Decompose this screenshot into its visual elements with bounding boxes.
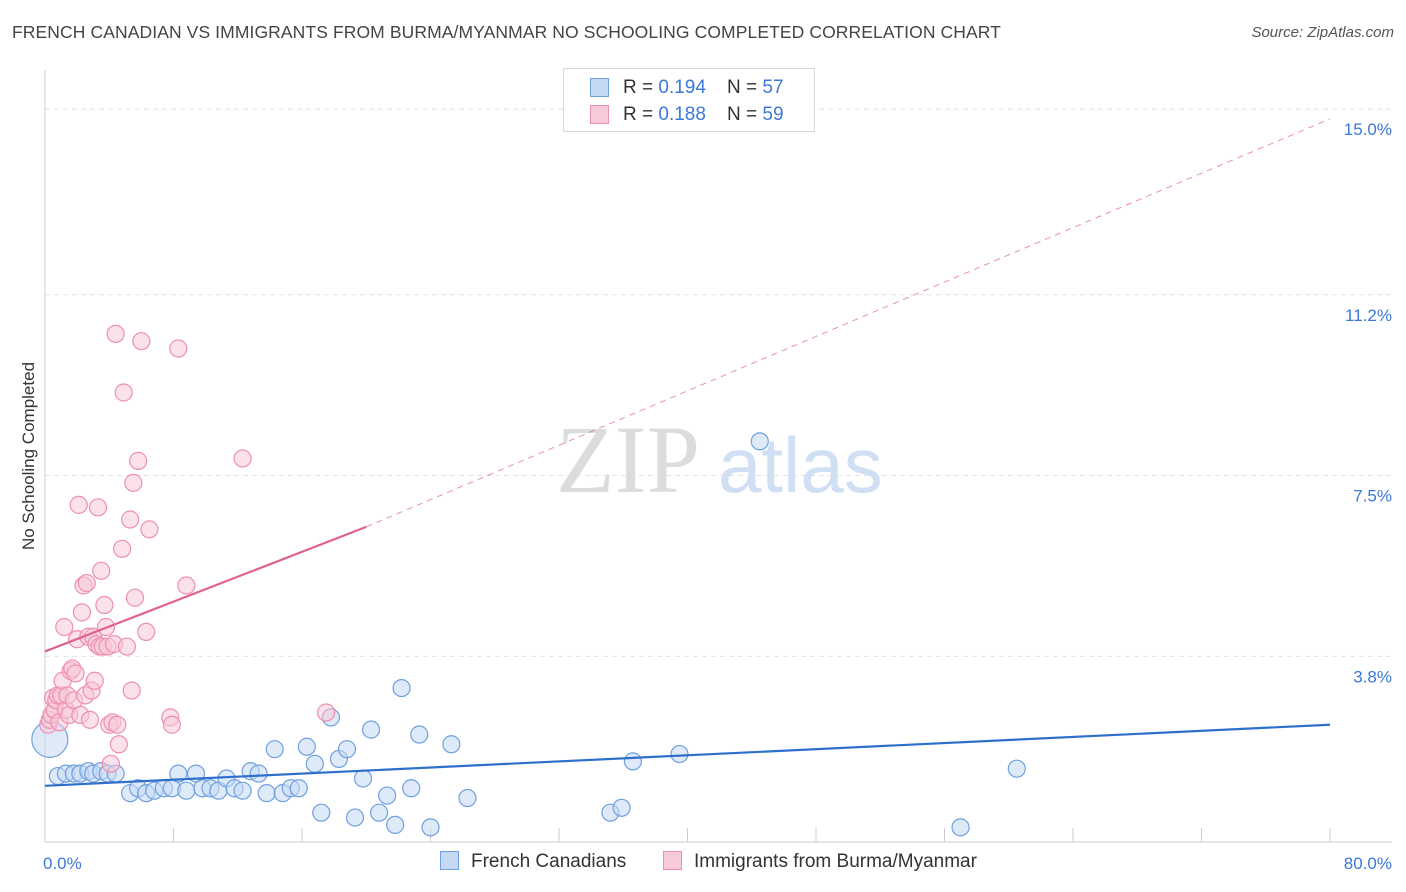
- burma-point: [72, 603, 92, 622]
- french-canadian-point: [265, 740, 284, 759]
- french-canadian-point: [1007, 759, 1026, 778]
- burma-point: [66, 664, 85, 683]
- burma-point: [55, 617, 74, 637]
- burma-point: [85, 671, 104, 690]
- burma-point: [162, 715, 181, 734]
- y-tick-label: 15.0%: [1344, 120, 1392, 139]
- legend-r-label: R =: [623, 77, 659, 98]
- french-canadian-point: [402, 779, 421, 798]
- burma-trend-extension: [366, 118, 1331, 528]
- french-canadian-trend-line: [44, 723, 1331, 787]
- french-canadian-point: [169, 764, 188, 783]
- burma-point: [121, 510, 140, 529]
- source-label: Source: ZipAtlas.com: [1251, 24, 1394, 41]
- y-tick-label: 11.2%: [1345, 306, 1392, 325]
- burma-point: [101, 754, 120, 773]
- legend-n-value: 59: [762, 104, 784, 125]
- legend-swatch-pink: [590, 105, 609, 124]
- x-tick-label-min: 0.0%: [43, 854, 82, 873]
- burma-point: [69, 495, 88, 514]
- bottom-legend-french-canadians: French Canadians: [440, 851, 626, 877]
- burma-point: [316, 703, 336, 722]
- burma-point: [129, 451, 148, 470]
- legend-stats: R = 0.194 N = 57: [623, 77, 784, 99]
- legend-r-value: 0.188: [658, 104, 706, 125]
- french-canadian-point: [337, 740, 357, 759]
- burma-point: [106, 324, 125, 343]
- french-canadian-point: [378, 786, 397, 805]
- watermark-atlas: atlas: [718, 421, 883, 509]
- legend-n-value: 57: [762, 77, 784, 98]
- bottom-legend-swatch-blue: [440, 851, 459, 870]
- legend-n-label: N =: [727, 77, 763, 98]
- burma-point: [124, 473, 143, 492]
- y-tick-label: 7.5%: [1353, 487, 1392, 506]
- y-axis-label: No Schooling Completed: [19, 362, 38, 550]
- burma-point: [233, 449, 252, 468]
- french-canadian-point: [177, 781, 196, 800]
- burma-point: [132, 332, 151, 351]
- burma-point: [77, 573, 96, 593]
- french-canadian-point: [297, 737, 316, 756]
- french-canadian-point: [257, 784, 276, 803]
- legend-r-value: 0.194: [658, 77, 706, 98]
- burma-point: [117, 637, 137, 656]
- burma-point: [88, 498, 108, 517]
- burma-point: [140, 520, 159, 539]
- french-canadian-point: [458, 788, 477, 808]
- burma-point: [137, 622, 156, 641]
- watermark: ZIP atlas: [556, 406, 883, 513]
- french-canadian-point: [951, 818, 970, 837]
- french-canadian-point: [750, 432, 769, 451]
- french-canadian-point: [249, 764, 268, 783]
- correlation-legend: R = 0.194 N = 57 R = 0.188 N = 59: [563, 68, 815, 132]
- burma-trend-line: [44, 525, 367, 653]
- french-canadian-point: [289, 779, 308, 798]
- burma-point: [169, 339, 188, 358]
- chart-title: FRENCH CANADIAN VS IMMIGRANTS FROM BURMA…: [12, 22, 1001, 42]
- watermark-zip: ZIP: [556, 406, 700, 513]
- legend-swatch-blue: [590, 78, 609, 97]
- french-canadian-point: [370, 803, 389, 822]
- french-canadian-point: [386, 815, 405, 834]
- burma-point: [95, 595, 114, 615]
- french-canadian-point: [345, 808, 365, 827]
- burma-point: [112, 539, 132, 558]
- bottom-legend-label: Immigrants from Burma/Myanmar: [694, 851, 977, 872]
- burma-point: [109, 735, 128, 754]
- legend-r-label: R =: [623, 104, 659, 125]
- legend-stats: R = 0.188 N = 59: [623, 104, 784, 126]
- burma-point: [125, 588, 145, 607]
- data-points: [31, 324, 1026, 837]
- burma-point: [122, 681, 141, 700]
- bottom-legend-swatch-pink: [663, 851, 682, 870]
- french-canadian-point: [612, 798, 631, 817]
- french-canadian-point: [233, 781, 252, 800]
- french-canadian-point: [312, 803, 331, 822]
- french-canadian-point: [361, 720, 381, 739]
- burma-point: [114, 383, 133, 402]
- burma-point: [177, 576, 196, 595]
- french-canadian-point: [442, 735, 461, 754]
- burma-point: [92, 561, 111, 580]
- french-canadian-point: [410, 725, 429, 744]
- french-canadian-point: [392, 678, 411, 698]
- tick-labels: 3.8% 7.5% 11.2% 15.0% 0.0% 80.0%: [43, 120, 1392, 873]
- x-tick-label-max: 80.0%: [1344, 854, 1392, 873]
- burma-point: [108, 715, 127, 734]
- french-canadian-point: [670, 744, 689, 764]
- french-canadian-point: [353, 769, 373, 788]
- trend-lines: [44, 118, 1331, 787]
- legend-n-label: N =: [727, 104, 763, 125]
- y-tick-label: 3.8%: [1353, 667, 1392, 686]
- burma-point: [80, 710, 100, 729]
- bottom-legend-label: French Canadians: [471, 851, 627, 872]
- french-canadian-point: [421, 818, 440, 837]
- french-canadian-point: [305, 754, 324, 773]
- bottom-legend-burma: Immigrants from Burma/Myanmar: [663, 851, 977, 877]
- french-canadian-point: [623, 752, 642, 771]
